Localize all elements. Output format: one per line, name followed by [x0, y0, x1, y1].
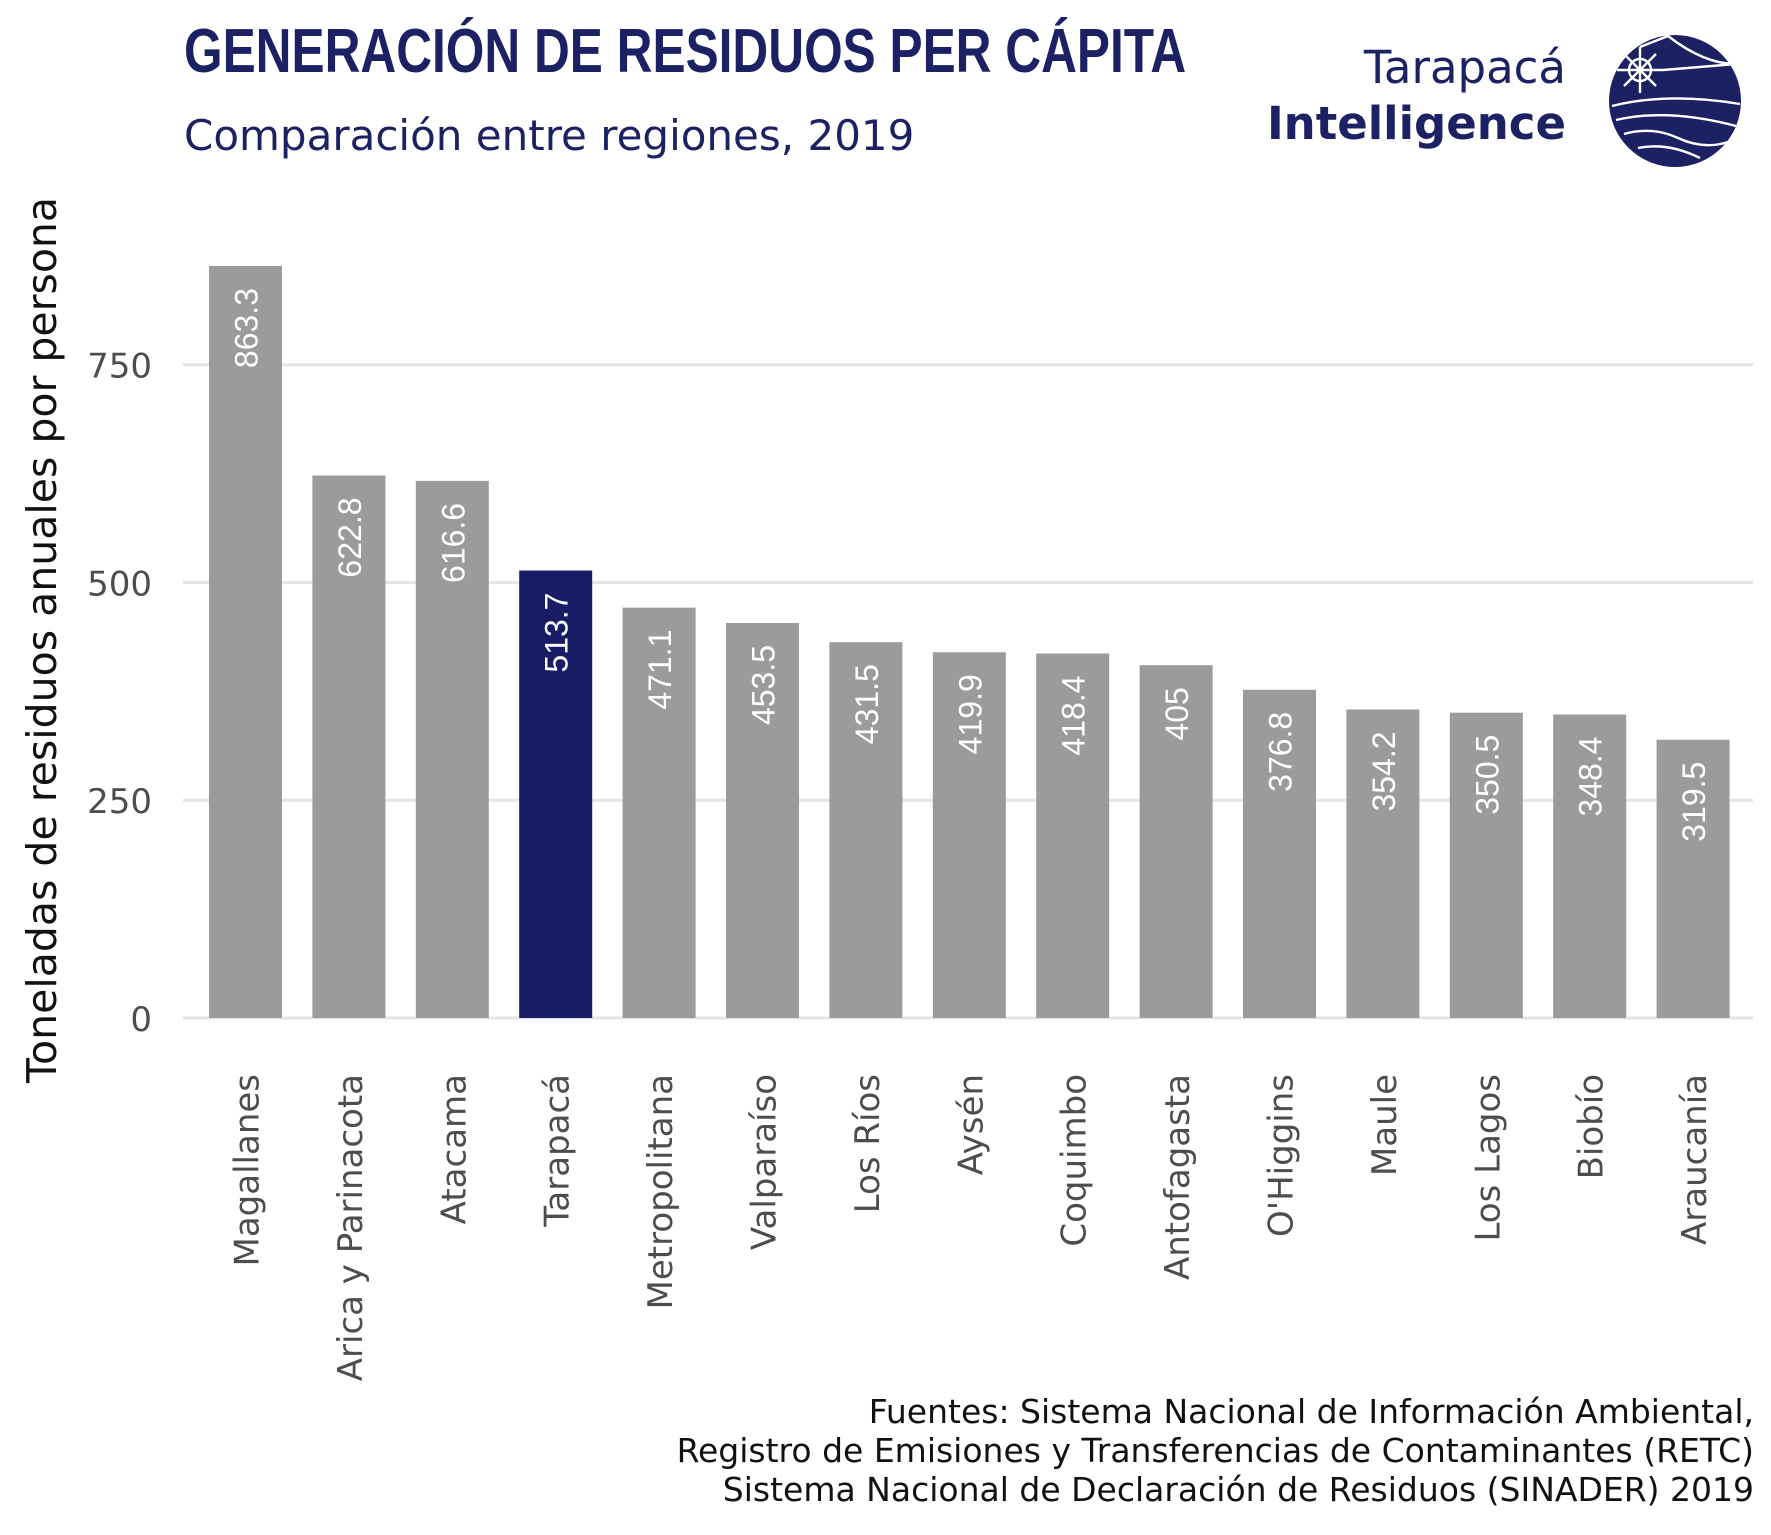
bar-value-label: 376.8 — [1263, 712, 1299, 792]
bar-value-label: 319.5 — [1676, 762, 1712, 842]
bar — [829, 642, 903, 1018]
x-tick-labels: Magallanes Arica y Parinacota Atacama Tarap… — [228, 1074, 1716, 1381]
bar-value-label: 471.1 — [642, 630, 678, 710]
y-tick-labels: 0 250 500 750 — [87, 347, 152, 1040]
bar — [1036, 653, 1110, 1018]
source-note: Fuentes: Sistema Nacional de Información… — [677, 1392, 1754, 1509]
bar — [1553, 714, 1627, 1018]
y-axis-label: Toneladas de residuos anuales por person… — [18, 197, 66, 1084]
source-line: Sistema Nacional de Declaración de Resid… — [722, 1470, 1754, 1509]
bar-value-label: 354.2 — [1366, 731, 1402, 811]
brand-wordmark: Tarapacá Intelligence — [1267, 40, 1566, 152]
bar-value-label: 431.5 — [849, 664, 885, 744]
x-tick-label: Valparaíso — [745, 1074, 785, 1250]
bar-value-label: 350.5 — [1469, 735, 1505, 815]
bar — [1243, 689, 1316, 1018]
x-tick-label: O'Higgins — [1262, 1074, 1302, 1237]
bar — [622, 607, 696, 1018]
x-tick-label: Metropolitana — [641, 1074, 681, 1309]
bar-value-label: 419.9 — [952, 674, 988, 754]
brand-name-line2: Intelligence — [1266, 97, 1566, 150]
x-tick-label: Los Ríos — [848, 1074, 888, 1213]
y-tick-label: 750 — [87, 347, 152, 387]
bar-value-label: 418.4 — [1056, 676, 1092, 756]
x-tick-label: Tarapacá — [538, 1074, 578, 1228]
x-tick-label: Aysén — [951, 1074, 991, 1175]
x-tick-label: Maule — [1365, 1074, 1405, 1176]
y-tick-label: 500 — [87, 564, 152, 604]
y-tick-label: 0 — [130, 1000, 152, 1040]
bars — [209, 266, 1730, 1019]
bar — [519, 570, 593, 1018]
brand-name-line1: Tarapacá — [1363, 41, 1566, 94]
x-tick-label: Biobío — [1572, 1074, 1612, 1179]
value-labels: 863.3 622.8 616.6 513.7 471.1 453.5 431.5 419.9… — [229, 288, 1713, 842]
bar — [932, 652, 1006, 1018]
bar — [415, 480, 489, 1018]
y-tick-label: 250 — [87, 782, 152, 822]
bar-value-label: 863.3 — [229, 288, 265, 368]
bar — [209, 266, 282, 1018]
x-tick-label: Araucanía — [1675, 1074, 1715, 1245]
bar-value-label: 622.8 — [332, 497, 368, 577]
x-tick-label: Arica y Parinacota — [331, 1074, 371, 1381]
chart-subtitle: Comparación entre regiones, 2019 — [184, 111, 915, 160]
bar-value-label: 348.4 — [1573, 737, 1609, 817]
chart-title: GENERACIÓN DE RESIDUOS PER CÁPITA — [184, 17, 1187, 86]
bar — [312, 475, 386, 1019]
globe-sun-logo-icon — [1609, 34, 1741, 167]
x-tick-label: Atacama — [434, 1074, 474, 1224]
bar — [1449, 712, 1523, 1018]
bar — [1656, 739, 1730, 1018]
source-line: Fuentes: Sistema Nacional de Información… — [868, 1392, 1754, 1431]
bar-value-label: 616.6 — [435, 503, 471, 583]
x-tick-label: Coquimbo — [1055, 1074, 1095, 1247]
source-line: Registro de Emisiones y Transferencias d… — [676, 1431, 1754, 1470]
x-tick-label: Los Lagos — [1468, 1074, 1508, 1242]
bar — [726, 622, 799, 1018]
x-tick-label: Antofagasta — [1158, 1074, 1198, 1280]
bar-value-label: 453.5 — [746, 645, 782, 725]
bar-value-label: 405 — [1159, 687, 1195, 740]
bar — [1139, 665, 1213, 1018]
bar — [1346, 709, 1420, 1018]
x-tick-label: Magallanes — [228, 1074, 268, 1267]
bar-value-label: 513.7 — [539, 593, 575, 673]
